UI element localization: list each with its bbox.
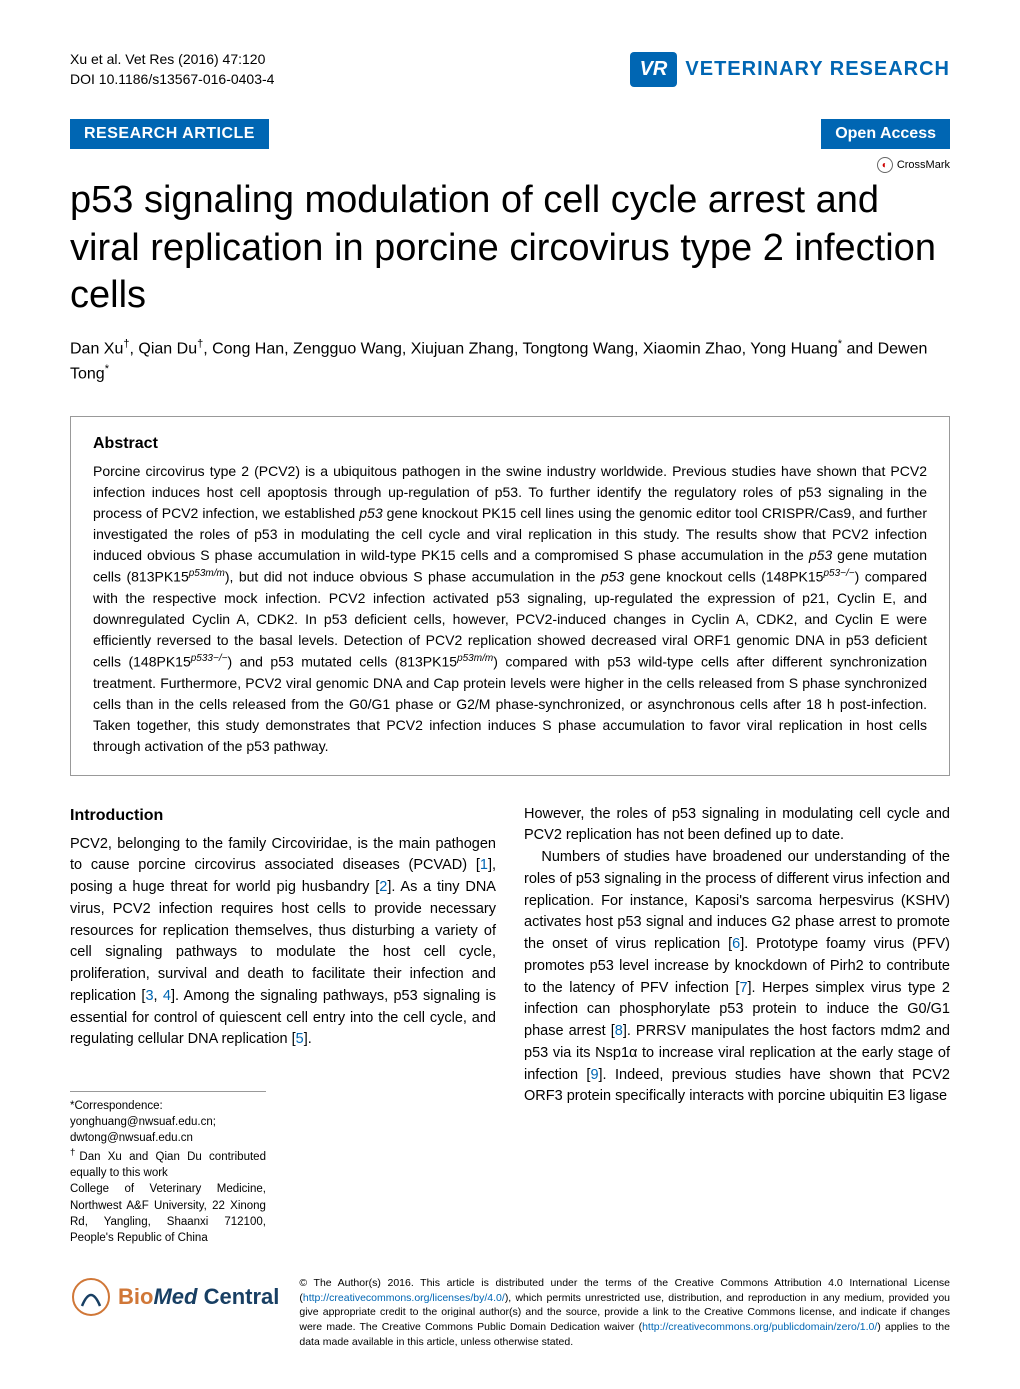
- article-type-label: RESEARCH ARTICLE: [70, 119, 269, 149]
- journal-name: VETERINARY RESEARCH: [685, 58, 950, 81]
- crossmark-icon: ◐: [877, 157, 893, 173]
- crossmark-badge[interactable]: ◐ CrossMark: [70, 157, 950, 173]
- intro-paragraph-3: Numbers of studies have broadened our un…: [524, 847, 950, 1108]
- footnote-affiliation: College of Veterinary Medicine, Northwes…: [70, 1181, 266, 1245]
- footnote-correspondence: *Correspondence: yonghuang@nwsuaf.edu.cn…: [70, 1098, 266, 1146]
- body-columns: Introduction PCV2, belonging to the fami…: [70, 804, 950, 1246]
- citation-line2: DOI 10.1186/s13567-016-0403-4: [70, 70, 274, 90]
- abstract-text: Porcine circovirus type 2 (PCV2) is a ub…: [93, 461, 927, 756]
- footer: BioMed Central © The Author(s) 2016. Thi…: [70, 1276, 950, 1349]
- column-right: However, the roles of p53 signaling in m…: [524, 804, 950, 1246]
- intro-paragraph-2: However, the roles of p53 signaling in m…: [524, 804, 950, 848]
- intro-heading: Introduction: [70, 804, 496, 828]
- footnotes: *Correspondence: yonghuang@nwsuaf.edu.cn…: [70, 1091, 266, 1246]
- footnote-equal: †Dan Xu and Qian Du contributed equally …: [70, 1146, 266, 1181]
- citation-line1: Xu et al. Vet Res (2016) 47:120: [70, 50, 274, 70]
- open-access-label: Open Access: [821, 119, 950, 149]
- authors-list: Dan Xu†, Qian Du†, Cong Han, Zengguo Wan…: [70, 336, 950, 387]
- license-link-2[interactable]: http://creativecommons.org/publicdomain/…: [642, 1321, 877, 1333]
- abstract-box: Abstract Porcine circovirus type 2 (PCV2…: [70, 416, 950, 775]
- citation-block: Xu et al. Vet Res (2016) 47:120 DOI 10.1…: [70, 50, 274, 89]
- article-title: p53 signaling modulation of cell cycle a…: [70, 177, 950, 320]
- journal-badge-icon: VR: [630, 52, 678, 87]
- bmc-icon: [70, 1276, 112, 1318]
- license-text: © The Author(s) 2016. This article is di…: [299, 1276, 950, 1349]
- article-type-bar: RESEARCH ARTICLE Open Access: [70, 119, 950, 149]
- journal-logo: VR VETERINARY RESEARCH: [630, 52, 950, 87]
- license-link-1[interactable]: http://creativecommons.org/licenses/by/4…: [303, 1292, 505, 1304]
- bmc-text: BioMed Central: [118, 1284, 279, 1310]
- column-left: Introduction PCV2, belonging to the fami…: [70, 804, 496, 1246]
- header-top: Xu et al. Vet Res (2016) 47:120 DOI 10.1…: [70, 50, 950, 89]
- biomedcentral-logo: BioMed Central: [70, 1276, 279, 1318]
- intro-paragraph-1: PCV2, belonging to the family Circovirid…: [70, 834, 496, 1052]
- crossmark-text: CrossMark: [897, 159, 950, 171]
- abstract-heading: Abstract: [93, 435, 927, 453]
